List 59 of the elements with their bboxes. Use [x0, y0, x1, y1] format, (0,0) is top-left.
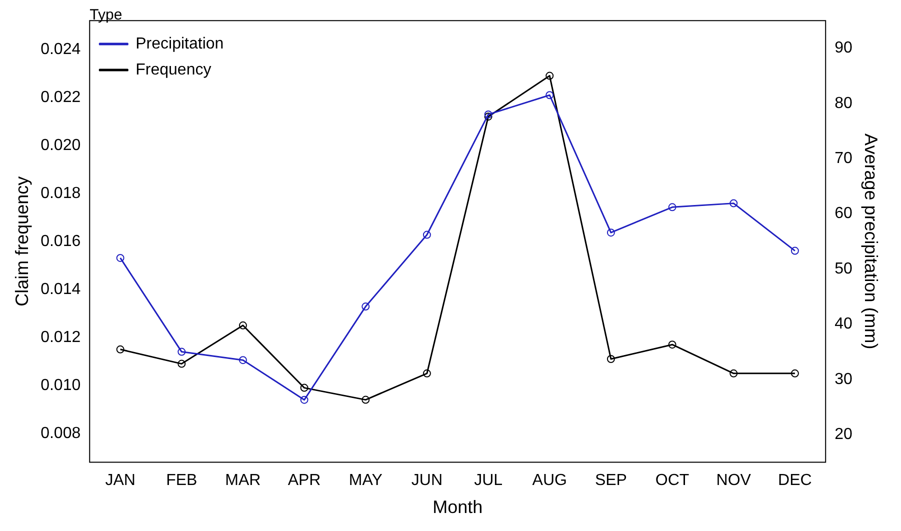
- x-axis-title: Month: [432, 497, 483, 518]
- point: [606, 228, 615, 237]
- x-tick-label: JAN: [105, 472, 136, 490]
- y-tick-label: 0.022: [40, 88, 81, 106]
- point: [790, 369, 799, 378]
- y2-tick-label: 20: [834, 426, 852, 444]
- point: [422, 369, 431, 378]
- point: [546, 72, 554, 80]
- point: [730, 199, 738, 208]
- point: [484, 110, 492, 118]
- point: [606, 355, 615, 363]
- y2-tick-label: 40: [834, 316, 852, 333]
- y2-tick-label: 60: [834, 205, 852, 222]
- y-tick-label: 0.016: [40, 232, 81, 250]
- point: [238, 356, 247, 364]
- y-tick-label: 0.010: [40, 376, 81, 394]
- legend-label: Precipitation: [136, 35, 224, 52]
- y2-tick-label: 90: [834, 40, 852, 57]
- x-tick-label: SEP: [594, 472, 627, 490]
- y2-axis-title: Average precipitation (mm): [861, 134, 882, 350]
- y2-tick-label: 70: [834, 150, 852, 168]
- y2-tick-label: 30: [834, 370, 852, 388]
- point: [668, 203, 676, 212]
- point: [178, 348, 186, 356]
- point: [238, 321, 247, 330]
- point: [300, 384, 308, 392]
- x-tick-label: MAY: [348, 472, 383, 490]
- x-tick-label: FEB: [166, 472, 198, 490]
- x-tick-label: APR: [288, 472, 321, 490]
- point: [730, 369, 738, 378]
- point: [362, 396, 370, 404]
- y-axis-title: Claim frequency: [12, 176, 32, 306]
- y-tick-label: 0.024: [40, 40, 81, 58]
- point: [546, 91, 554, 100]
- point: [790, 246, 799, 255]
- point: [362, 302, 370, 311]
- x-tick-label: JUL: [474, 472, 503, 490]
- x-tick-label: NOV: [716, 472, 752, 490]
- point: [116, 254, 124, 262]
- point: [300, 396, 308, 404]
- y2-tick-label: 50: [834, 260, 852, 278]
- point: [668, 340, 676, 349]
- y-tick-label: 0.020: [40, 136, 81, 154]
- legend-title: Type: [90, 6, 122, 24]
- y-tick-label: 0.008: [40, 424, 81, 442]
- point: [484, 112, 492, 121]
- y-tick-label: 0.012: [40, 328, 81, 346]
- x-tick-label: DEC: [778, 472, 812, 490]
- y-tick-label: 0.014: [40, 280, 81, 298]
- x-tick-label: MAR: [225, 472, 261, 490]
- point: [116, 345, 124, 354]
- x-tick-label: AUG: [532, 472, 567, 490]
- point: [178, 360, 186, 368]
- point: [422, 230, 431, 239]
- y-tick-label: 0.018: [40, 184, 81, 202]
- y2-tick-label: 80: [834, 94, 852, 112]
- legend-label: Frequency: [136, 61, 212, 78]
- x-tick-label: JUN: [411, 472, 443, 490]
- x-tick-label: OCT: [655, 472, 690, 490]
